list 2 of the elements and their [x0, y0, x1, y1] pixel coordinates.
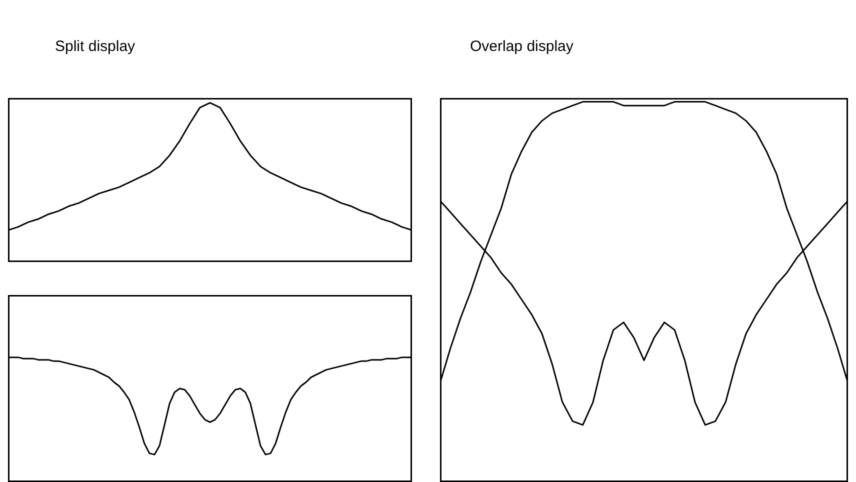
chart-title: Split display: [55, 38, 136, 55]
chart-title: Overlap display: [470, 38, 574, 55]
